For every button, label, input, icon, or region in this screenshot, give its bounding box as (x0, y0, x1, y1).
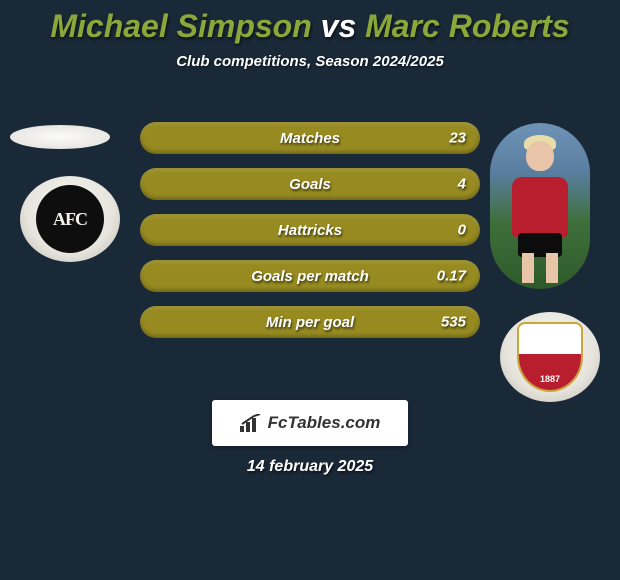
stats-container: Matches 23 Goals 4 Hattricks 0 Goals per match… (140, 122, 480, 352)
brand-text: FcTables.com (268, 413, 381, 433)
player2-club-badge: 1887 (500, 312, 600, 402)
brand-badge: FcTables.com (212, 400, 408, 446)
subtitle: Club competitions, Season 2024/2025 (0, 53, 620, 70)
stat-row: Goals per match 0.17 (140, 260, 480, 292)
player2-club-crest: 1887 (517, 322, 583, 392)
player1-club-badge: AFC (20, 176, 120, 262)
stat-label: Matches (280, 130, 340, 147)
stat-row: Min per goal 535 (140, 306, 480, 338)
stat-row: Matches 23 (140, 122, 480, 154)
player1-photo-placeholder (10, 125, 110, 149)
stat-value-right: 0.17 (437, 268, 466, 285)
stat-label: Hattricks (278, 222, 342, 239)
player2-head (526, 141, 554, 171)
stat-row: Goals 4 (140, 168, 480, 200)
comparison-date: 14 february 2025 (0, 458, 620, 476)
player1-club-shield: AFC (36, 185, 104, 253)
stat-value-right: 0 (458, 222, 466, 239)
stat-row: Hattricks 0 (140, 214, 480, 246)
stat-label: Min per goal (266, 314, 354, 331)
stat-value-right: 23 (449, 130, 466, 147)
title-vs: vs (321, 8, 357, 44)
title-player1: Michael Simpson (50, 8, 311, 44)
title-player2: Marc Roberts (365, 8, 570, 44)
page-title: Michael Simpson vs Marc Roberts (0, 0, 620, 45)
stat-label: Goals per match (251, 268, 369, 285)
brand-chart-icon (240, 414, 262, 432)
player2-legs (520, 253, 560, 283)
crest-year: 1887 (519, 374, 581, 384)
stat-value-right: 4 (458, 176, 466, 193)
player2-photo (490, 123, 590, 289)
player2-jersey (512, 177, 568, 237)
stat-value-right: 535 (441, 314, 466, 331)
stat-label: Goals (289, 176, 331, 193)
